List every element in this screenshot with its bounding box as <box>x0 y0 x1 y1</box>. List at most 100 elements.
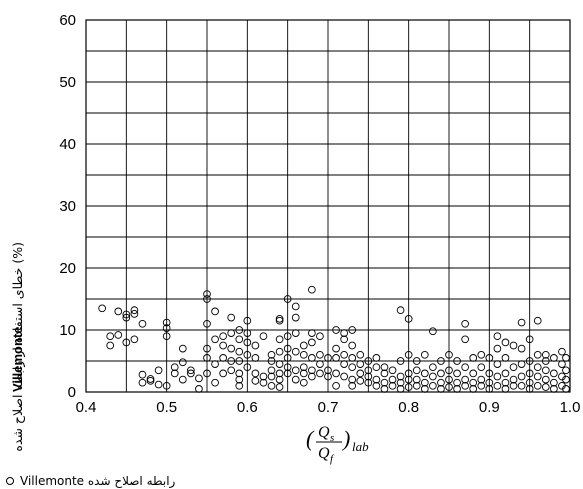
data-point <box>340 360 348 368</box>
data-point <box>493 360 502 368</box>
data-point <box>291 347 300 356</box>
x-label-suffix: lab <box>352 439 369 454</box>
data-point <box>509 381 518 390</box>
data-point <box>517 372 526 381</box>
data-point <box>227 366 236 375</box>
data-point <box>541 375 550 384</box>
data-point <box>445 350 453 359</box>
legend: رابطه اصلاح شده Villemonte <box>6 474 176 489</box>
data-point <box>162 318 171 327</box>
data-point <box>525 335 534 344</box>
data-point <box>412 366 421 375</box>
data-point <box>533 316 542 325</box>
legend-marker <box>6 477 14 485</box>
data-point <box>267 366 276 375</box>
data-point <box>332 354 340 362</box>
data-point <box>308 372 316 381</box>
x-label-denominator: Q <box>318 445 330 462</box>
data-point <box>541 350 550 359</box>
data-point <box>251 354 260 362</box>
data-point <box>453 357 461 365</box>
data-point <box>187 369 195 378</box>
data-point <box>485 369 494 378</box>
x-tick-label: 0.8 <box>398 399 419 416</box>
data-point <box>259 378 268 387</box>
data-point <box>429 363 437 372</box>
y-tick-label: 0 <box>68 384 76 401</box>
y-axis-label-prefix: Villemonte <box>10 326 25 392</box>
data-point <box>114 331 123 339</box>
data-point <box>372 363 381 372</box>
data-point <box>348 375 357 384</box>
data-point <box>219 354 227 362</box>
data-point <box>275 383 284 391</box>
data-point <box>493 332 502 341</box>
x-tick-label: 0.4 <box>76 399 97 416</box>
data-point <box>517 344 526 353</box>
data-point <box>316 369 324 378</box>
plot-frame <box>85 19 571 393</box>
data-point <box>388 375 397 384</box>
data-point <box>316 360 324 368</box>
data-points <box>98 285 570 393</box>
data-point <box>364 378 373 387</box>
data-point <box>203 354 211 362</box>
y-tick-label: 30 <box>59 198 76 215</box>
data-point <box>219 369 227 378</box>
data-point <box>195 385 203 393</box>
data-point <box>372 354 381 362</box>
data-point <box>562 375 570 384</box>
data-point <box>170 363 179 372</box>
data-point <box>275 369 284 378</box>
svg-text:): ) <box>341 426 350 451</box>
data-point <box>461 375 469 384</box>
legend-label: رابطه اصلاح شده Villemonte <box>20 474 176 489</box>
data-point <box>211 360 219 368</box>
data-point <box>291 366 300 375</box>
data-point <box>154 366 163 375</box>
data-point <box>412 381 421 390</box>
data-point <box>356 350 365 359</box>
data-point <box>429 327 437 336</box>
data-point <box>275 314 284 323</box>
data-point <box>396 372 405 381</box>
data-point <box>299 350 308 359</box>
data-point <box>332 381 340 390</box>
data-point <box>243 338 252 347</box>
data-point <box>203 290 211 298</box>
data-point <box>493 372 502 381</box>
data-point <box>259 332 268 341</box>
data-point <box>340 372 348 381</box>
data-point <box>275 335 284 344</box>
data-point <box>348 326 357 334</box>
data-point <box>138 378 147 387</box>
data-point <box>437 357 445 365</box>
data-point <box>517 381 526 390</box>
data-point <box>162 381 171 390</box>
data-point <box>445 383 453 391</box>
data-point <box>308 329 316 337</box>
data-point <box>106 332 115 341</box>
data-point <box>275 347 284 356</box>
data-point <box>308 366 316 375</box>
y-tick-label: 40 <box>59 136 76 153</box>
data-point <box>356 376 365 385</box>
data-point <box>445 375 453 384</box>
data-point <box>332 369 340 378</box>
data-point <box>227 313 236 322</box>
data-point <box>235 375 244 384</box>
data-point <box>501 354 510 362</box>
data-point <box>259 372 268 381</box>
data-point <box>243 329 252 337</box>
data-point <box>388 366 397 375</box>
data-point <box>162 332 171 341</box>
data-point <box>130 306 139 315</box>
data-point <box>533 381 542 390</box>
data-point <box>122 313 131 322</box>
data-point <box>461 335 469 344</box>
data-point <box>219 332 227 341</box>
data-point <box>509 363 518 372</box>
data-point <box>283 369 292 378</box>
data-point <box>243 316 252 325</box>
